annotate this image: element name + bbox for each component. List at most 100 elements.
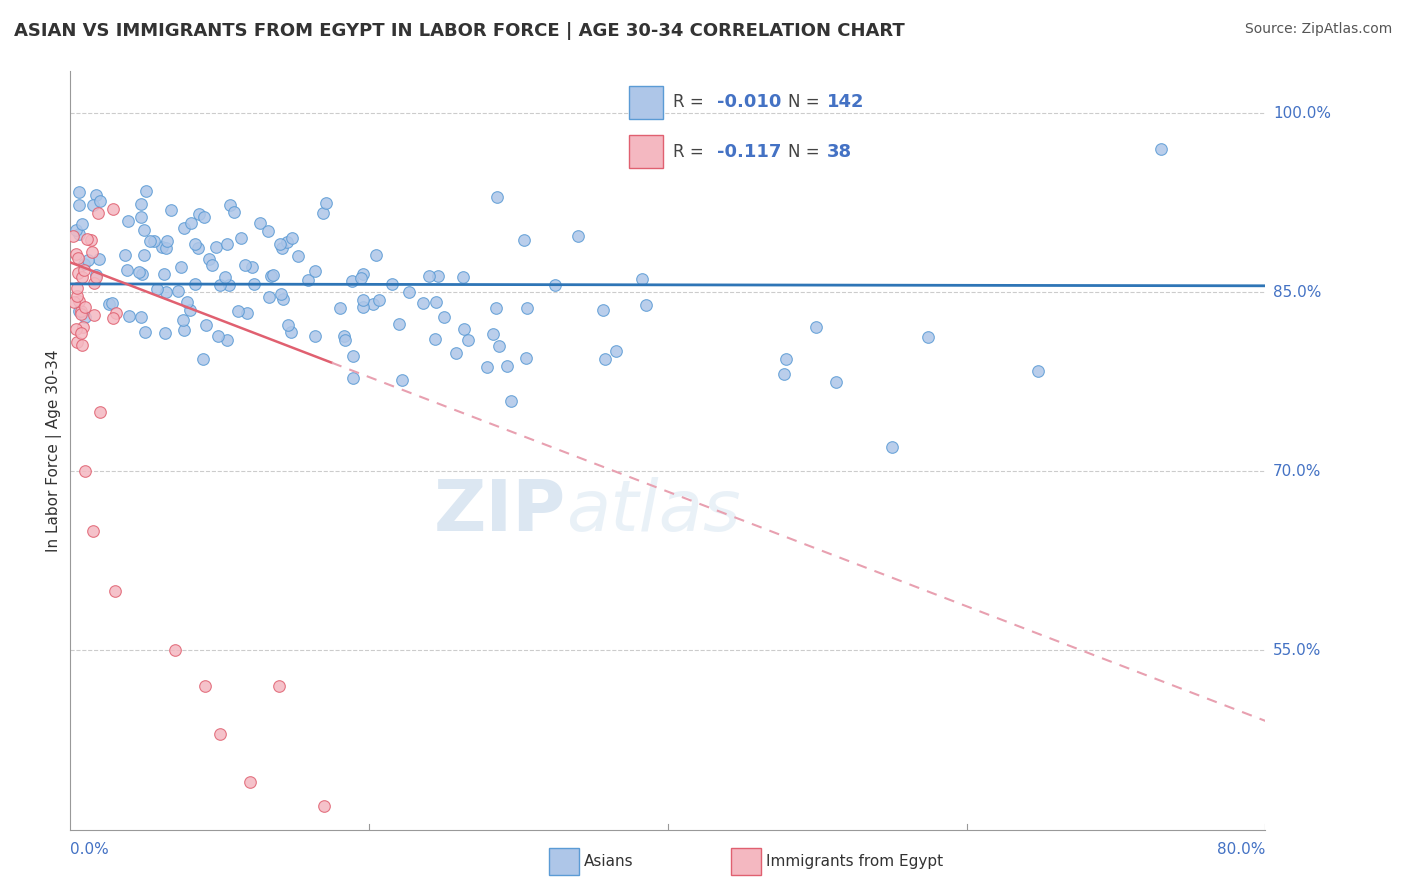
Point: [155, 326, 177, 340]
Point: [398, 285, 420, 300]
Point: [67, 304, 90, 318]
Point: [425, 294, 447, 309]
Point: [201, 258, 224, 272]
Point: [89, 252, 111, 267]
Point: [304, 263, 326, 277]
Point: [188, 207, 211, 221]
Point: [270, 287, 292, 301]
Point: [117, 213, 139, 227]
Point: [72, 257, 94, 271]
Point: [418, 268, 440, 283]
Bar: [628, 136, 662, 168]
Point: [499, 394, 522, 409]
Point: [66, 251, 89, 265]
Point: [70, 304, 93, 318]
Point: [259, 268, 281, 283]
Point: [256, 224, 278, 238]
Point: [222, 205, 245, 219]
Point: [156, 234, 179, 248]
Point: [155, 285, 177, 299]
Point: [217, 236, 239, 251]
Point: [342, 349, 364, 363]
Point: [226, 303, 249, 318]
Point: [97, 297, 120, 311]
Point: [423, 332, 446, 346]
Text: 142: 142: [827, 94, 865, 112]
Point: [243, 277, 266, 291]
Point: [1150, 142, 1173, 156]
Point: [104, 583, 127, 598]
Point: [83, 277, 105, 291]
Point: [173, 221, 195, 235]
Point: [485, 190, 508, 204]
Point: [75, 464, 97, 478]
Point: [135, 184, 157, 198]
Point: [207, 328, 229, 343]
Point: [880, 441, 903, 455]
Point: [131, 211, 153, 225]
Point: [515, 351, 537, 365]
Point: [218, 278, 240, 293]
Point: [115, 263, 138, 277]
Point: [381, 277, 404, 291]
Point: [352, 300, 374, 314]
Point: [773, 368, 796, 382]
Point: [917, 330, 939, 344]
Point: [636, 298, 658, 312]
Point: [191, 351, 214, 366]
Point: [62, 295, 84, 310]
Point: [412, 296, 434, 310]
Point: [218, 197, 240, 211]
Text: -0.117: -0.117: [717, 143, 782, 161]
Point: [70, 217, 93, 231]
Point: [567, 228, 589, 243]
Point: [332, 328, 354, 343]
Point: [134, 247, 156, 261]
Text: 85.0%: 85.0%: [1272, 285, 1322, 300]
Point: [187, 241, 209, 255]
Point: [304, 328, 326, 343]
Text: 100.0%: 100.0%: [1272, 105, 1331, 120]
Point: [131, 267, 153, 281]
Point: [342, 370, 364, 384]
Point: [70, 269, 93, 284]
Point: [184, 237, 207, 252]
Point: [101, 295, 124, 310]
Point: [281, 231, 304, 245]
Point: [87, 206, 110, 220]
Point: [167, 285, 190, 299]
Point: [69, 307, 91, 321]
Y-axis label: In Labor Force | Age 30-34: In Labor Force | Age 30-34: [46, 349, 62, 552]
Point: [128, 265, 150, 279]
Point: [242, 260, 264, 274]
Point: [73, 262, 96, 277]
Point: [179, 302, 201, 317]
Point: [388, 317, 411, 331]
Point: [129, 310, 152, 324]
Point: [352, 293, 374, 308]
Point: [89, 194, 111, 209]
Bar: [731, 848, 761, 875]
Point: [276, 235, 298, 250]
Point: [311, 206, 333, 220]
Point: [62, 228, 84, 243]
Point: [153, 267, 176, 281]
Point: [150, 240, 173, 254]
Point: [80, 245, 103, 260]
Point: [89, 404, 111, 418]
Point: [160, 202, 183, 217]
Point: [66, 281, 89, 295]
Point: [105, 306, 128, 320]
Point: [66, 334, 89, 349]
Point: [70, 326, 93, 340]
Point: [194, 318, 217, 332]
Point: [82, 524, 104, 538]
Point: [170, 260, 193, 275]
Point: [134, 223, 156, 237]
Point: [67, 185, 90, 199]
Point: [484, 301, 506, 316]
Point: [314, 798, 336, 813]
Point: [297, 273, 319, 287]
Point: [335, 333, 357, 347]
Point: [142, 234, 165, 248]
